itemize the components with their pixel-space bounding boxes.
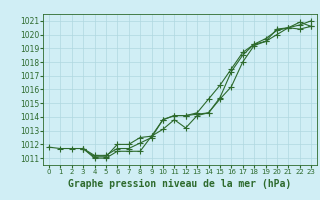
X-axis label: Graphe pression niveau de la mer (hPa): Graphe pression niveau de la mer (hPa) [68,179,292,189]
